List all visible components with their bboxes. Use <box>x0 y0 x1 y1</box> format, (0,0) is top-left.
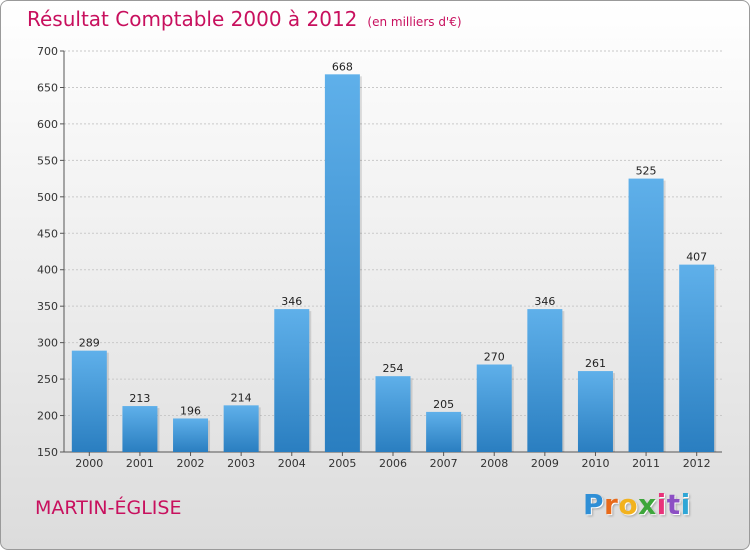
bar-2007 <box>426 411 462 452</box>
y-tick-label: 650 <box>37 81 58 94</box>
x-tick-label-2002: 2002 <box>177 457 205 470</box>
x-tick-label-2009: 2009 <box>531 457 559 470</box>
place-name: MARTIN-ÉGLISE <box>35 497 182 519</box>
bar-2000 <box>71 350 107 452</box>
y-tick-label: 250 <box>37 373 58 386</box>
x-tick-label-2000: 2000 <box>75 457 103 470</box>
data-labels: 289 213 196 214 346 668 254 205 270 346 261 525 407 <box>79 60 707 417</box>
data-label-2005: 668 <box>332 60 353 73</box>
x-tick-label-2012: 2012 <box>683 457 711 470</box>
logo-letter: t <box>666 488 681 521</box>
y-tick-label: 150 <box>37 446 58 459</box>
x-tick-label-2010: 2010 <box>581 457 609 470</box>
data-label-2008: 270 <box>484 351 505 364</box>
bar-2003 <box>223 405 259 452</box>
data-label-2009: 346 <box>534 295 555 308</box>
data-label-2006: 254 <box>383 362 404 375</box>
data-label-2001: 213 <box>129 392 150 405</box>
logo-letter: x <box>638 488 657 521</box>
x-tick-label-2006: 2006 <box>379 457 407 470</box>
data-label-2002: 196 <box>180 404 201 417</box>
chart-title: Résultat Comptable 2000 à 2012 (en millie… <box>27 7 462 31</box>
logo-letter: i <box>656 488 667 521</box>
x-tick-label-2005: 2005 <box>328 457 356 470</box>
logo-letter: o <box>618 488 639 521</box>
proxiti-logo: Proxiti <box>583 488 691 521</box>
bar-2004 <box>274 309 310 452</box>
data-label-2004: 346 <box>281 295 302 308</box>
x-tick-label-2007: 2007 <box>430 457 458 470</box>
bar-2012 <box>679 264 715 452</box>
x-tick-label-2008: 2008 <box>480 457 508 470</box>
bar-2001 <box>122 406 158 452</box>
y-tick-label: 700 <box>37 45 58 58</box>
data-label-2003: 214 <box>231 391 252 404</box>
y-tick-label: 350 <box>37 300 58 313</box>
bar-2002 <box>173 418 209 452</box>
bar-2008 <box>476 364 512 452</box>
bar-2011 <box>628 178 664 452</box>
x-tick-label-2001: 2001 <box>126 457 154 470</box>
logo-letter: r <box>604 488 619 521</box>
x-tick-label-2011: 2011 <box>632 457 660 470</box>
bar-2005 <box>324 74 360 453</box>
bar-2006 <box>375 376 411 452</box>
x-tick-label-2004: 2004 <box>278 457 306 470</box>
data-label-2000: 289 <box>79 337 100 350</box>
x-tick-label-2003: 2003 <box>227 457 255 470</box>
chart-subtitle: (en milliers d'€) <box>367 15 462 29</box>
y-tick-label: 500 <box>37 191 58 204</box>
chart-title-text: Résultat Comptable 2000 à 2012 <box>27 7 358 31</box>
bars <box>71 74 717 453</box>
y-tick-label: 400 <box>37 264 58 277</box>
data-label-2010: 261 <box>585 357 606 370</box>
y-tick-label: 200 <box>37 410 58 423</box>
data-label-2012: 407 <box>686 251 707 264</box>
data-label-2011: 525 <box>636 165 657 178</box>
y-tick-label: 600 <box>37 118 58 131</box>
bar-2009 <box>527 309 563 452</box>
y-tick-label: 550 <box>37 154 58 167</box>
bar-2010 <box>577 371 613 452</box>
y-tick-label: 450 <box>37 227 58 240</box>
logo-letter: P <box>583 488 605 521</box>
data-label-2007: 205 <box>433 398 454 411</box>
grid-lines <box>64 50 722 417</box>
y-tick-label: 300 <box>37 337 58 350</box>
logo-letter: i <box>680 488 691 521</box>
